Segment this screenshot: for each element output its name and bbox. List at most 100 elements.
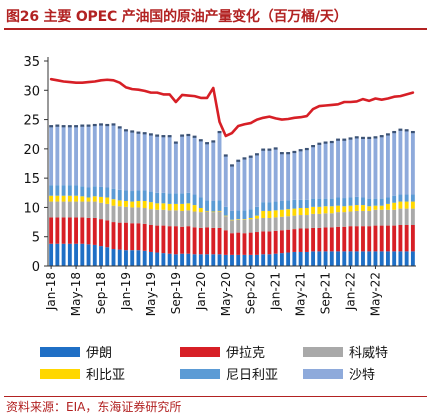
y-tick-label: 20 — [23, 143, 40, 158]
bar-segment-libya — [267, 210, 272, 218]
bar-segment-nigeria — [142, 190, 147, 201]
bar-segment-saudi — [105, 125, 110, 188]
bar-segment-iran — [117, 249, 122, 266]
bar-segment-iran — [342, 251, 347, 266]
bar-segment-iraq — [354, 226, 359, 252]
bar-segment-kuwait — [55, 201, 60, 218]
legend-swatch-saudi — [303, 368, 343, 379]
bar-segment-libya — [361, 205, 365, 211]
legend-swatch-kuwait — [303, 346, 343, 357]
bar-segment-saudi — [173, 143, 178, 194]
bar-segment-nigeria — [205, 200, 209, 211]
bar-segment-saudi — [92, 125, 97, 187]
bar-segment-iraq — [261, 231, 266, 255]
bar-segment-iran — [186, 253, 191, 266]
bar-segment-kuwait — [217, 211, 222, 228]
bar-segment-iraq — [148, 225, 153, 252]
legend-label-libya: 利比亚 — [86, 368, 126, 383]
bar-segment-kuwait — [248, 219, 253, 233]
bar-segment-kuwait — [92, 201, 97, 218]
y-tick-label: 5 — [32, 231, 40, 246]
bar-segment-nigeria — [236, 210, 241, 220]
bar-segment-kuwait — [180, 210, 185, 227]
bar-segment-iraq — [173, 226, 178, 255]
bar-segment-kuwait — [230, 220, 234, 234]
bar-segment-saudi — [286, 153, 291, 201]
bar-segment-saudi — [279, 153, 284, 201]
bar-segment-iraq — [329, 227, 334, 252]
bar-segment-nigeria — [242, 210, 247, 220]
bar-segment-iraq — [86, 217, 91, 245]
bar-segment-kuwait — [86, 201, 91, 218]
legend-swatch-iraq — [180, 346, 220, 357]
bar-segment-libya — [392, 202, 397, 210]
bar-segment-iraq — [105, 220, 110, 248]
bar-segment-iran — [255, 254, 259, 266]
bar-top-cap — [236, 159, 241, 162]
bar-segment-iraq — [117, 222, 122, 250]
bar-segment-kuwait — [361, 210, 365, 227]
bar-segment-iraq — [180, 226, 185, 254]
bar-segment-iran — [273, 253, 278, 266]
bar-segment-iraq — [92, 217, 97, 245]
bar-top-cap — [248, 155, 253, 158]
bar-segment-kuwait — [142, 208, 147, 224]
bar-segment-saudi — [186, 135, 191, 193]
bar-top-cap — [386, 133, 390, 136]
bar-segment-libya — [74, 195, 78, 202]
bar-segment-nigeria — [223, 206, 228, 216]
bar-segment-libya — [410, 201, 415, 209]
x-tick-label: Jan-22 — [344, 272, 358, 311]
bar-segment-iran — [230, 254, 234, 266]
bar-segment-kuwait — [292, 215, 297, 230]
bar-segment-saudi — [404, 130, 409, 195]
bar-segment-iran — [404, 251, 409, 266]
bar-segment-nigeria — [192, 194, 197, 206]
bar-segment-iran — [55, 243, 60, 266]
bar-segment-libya — [105, 197, 110, 204]
bar-segment-iraq — [211, 227, 216, 255]
bar-segment-kuwait — [367, 210, 372, 227]
bar-segment-kuwait — [398, 208, 403, 225]
bar-segment-kuwait — [205, 211, 209, 228]
bar-segment-saudi — [198, 140, 203, 198]
bar-top-cap — [155, 134, 160, 137]
bar-segment-kuwait — [117, 206, 122, 223]
bar-segment-iraq — [155, 225, 160, 253]
bar-top-cap — [279, 152, 284, 155]
bar-segment-saudi — [398, 130, 403, 195]
bar-segment-iraq — [379, 225, 384, 252]
bar-segment-iran — [267, 254, 272, 266]
bar-segment-nigeria — [286, 200, 291, 210]
bar-segment-nigeria — [367, 198, 372, 207]
bar-segment-saudi — [155, 135, 160, 193]
bar-segment-kuwait — [198, 212, 203, 228]
bar-segment-libya — [92, 196, 97, 202]
bar-top-cap — [161, 135, 166, 138]
bar-segment-iran — [142, 250, 147, 266]
x-tick-label: May-19 — [144, 272, 158, 316]
bar-segment-libya — [279, 209, 284, 217]
bar-segment-nigeria — [279, 200, 284, 210]
bar-segment-saudi — [124, 130, 128, 191]
bar-segment-iraq — [317, 227, 322, 252]
bar-segment-iran — [248, 254, 253, 266]
bar-segment-iraq — [373, 225, 378, 252]
bar-segment-iran — [373, 251, 378, 266]
bar-segment-libya — [304, 208, 309, 216]
bar-top-cap — [354, 136, 359, 139]
bar-segment-iran — [148, 251, 153, 266]
bar-segment-nigeria — [161, 192, 166, 204]
bar-segment-kuwait — [348, 211, 353, 227]
bar-top-cap — [323, 141, 328, 144]
bar-segment-libya — [242, 219, 247, 220]
bar-segment-kuwait — [148, 209, 153, 225]
bar-segment-saudi — [317, 144, 322, 199]
bar-segment-libya — [86, 197, 91, 202]
bar-segment-nigeria — [386, 197, 390, 204]
bar-segment-nigeria — [198, 197, 203, 209]
bar-segment-iraq — [242, 233, 247, 255]
bar-segment-iran — [161, 253, 166, 266]
bar-segment-iran — [130, 250, 135, 266]
bar-segment-libya — [130, 201, 135, 208]
